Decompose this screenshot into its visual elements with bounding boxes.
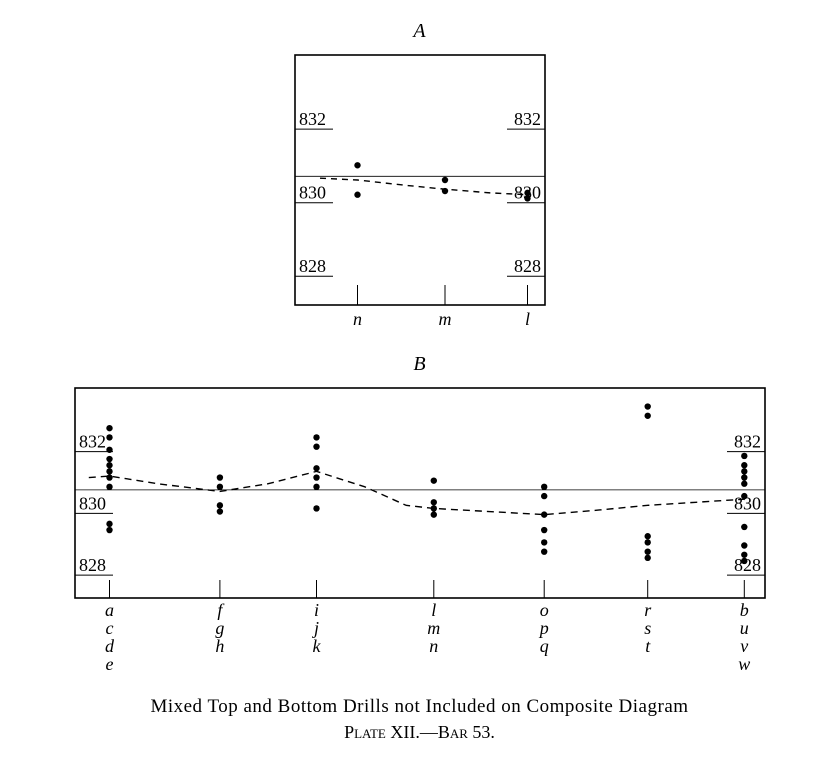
caption-line-2: Plate XII.—Bar 53. — [20, 722, 819, 743]
svg-text:m: m — [438, 309, 451, 329]
chart-a-svg: 828828830830832832nml — [250, 45, 590, 335]
svg-text:830: 830 — [79, 493, 106, 513]
svg-text:p: p — [537, 618, 548, 638]
svg-text:k: k — [312, 636, 321, 656]
svg-text:r: r — [644, 600, 652, 620]
chart-a-title: A — [250, 20, 590, 43]
svg-text:828: 828 — [514, 256, 541, 276]
svg-text:n: n — [353, 309, 362, 329]
svg-text:i: i — [313, 600, 318, 620]
caption-line-1: Mixed Top and Bottom Drills not Included… — [20, 696, 819, 718]
chart-b-title: B — [25, 353, 815, 376]
chart-b-container: B 828 828 830 830 832 832 acde fgh ijk lmn opq rst b… — [25, 353, 815, 688]
svg-text:w: w — [738, 654, 750, 674]
svg-text:u: u — [739, 618, 748, 638]
svg-text:a: a — [105, 600, 114, 620]
svg-text:j: j — [311, 618, 318, 638]
svg-text:h: h — [215, 636, 224, 656]
svg-text:832: 832 — [79, 432, 106, 452]
svg-text:c: c — [105, 618, 113, 638]
svg-text:828: 828 — [734, 555, 761, 575]
svg-text:g: g — [215, 618, 224, 638]
svg-text:m: m — [427, 618, 440, 638]
svg-text:o: o — [539, 600, 548, 620]
svg-text:s: s — [644, 618, 651, 638]
svg-text:v: v — [740, 636, 748, 656]
svg-text:832: 832 — [299, 109, 326, 129]
chart-a-container: A 828828830830832832nml — [250, 20, 590, 335]
svg-text:828: 828 — [299, 256, 326, 276]
svg-text:832: 832 — [734, 432, 761, 452]
svg-text:l: l — [431, 600, 436, 620]
svg-text:l: l — [524, 309, 529, 329]
svg-text:t: t — [645, 636, 651, 656]
svg-text:b: b — [739, 600, 748, 620]
svg-text:f: f — [217, 600, 225, 620]
svg-text:q: q — [539, 636, 548, 656]
svg-text:832: 832 — [514, 109, 541, 129]
svg-text:828: 828 — [79, 555, 106, 575]
svg-text:830: 830 — [734, 493, 761, 513]
chart-b-svg: 828 828 830 830 832 832 acde fgh ijk lmn opq rst buv… — [25, 378, 815, 688]
svg-text:e: e — [105, 654, 113, 674]
svg-text:n: n — [429, 636, 438, 656]
svg-text:d: d — [105, 636, 115, 656]
svg-text:830: 830 — [299, 183, 326, 203]
